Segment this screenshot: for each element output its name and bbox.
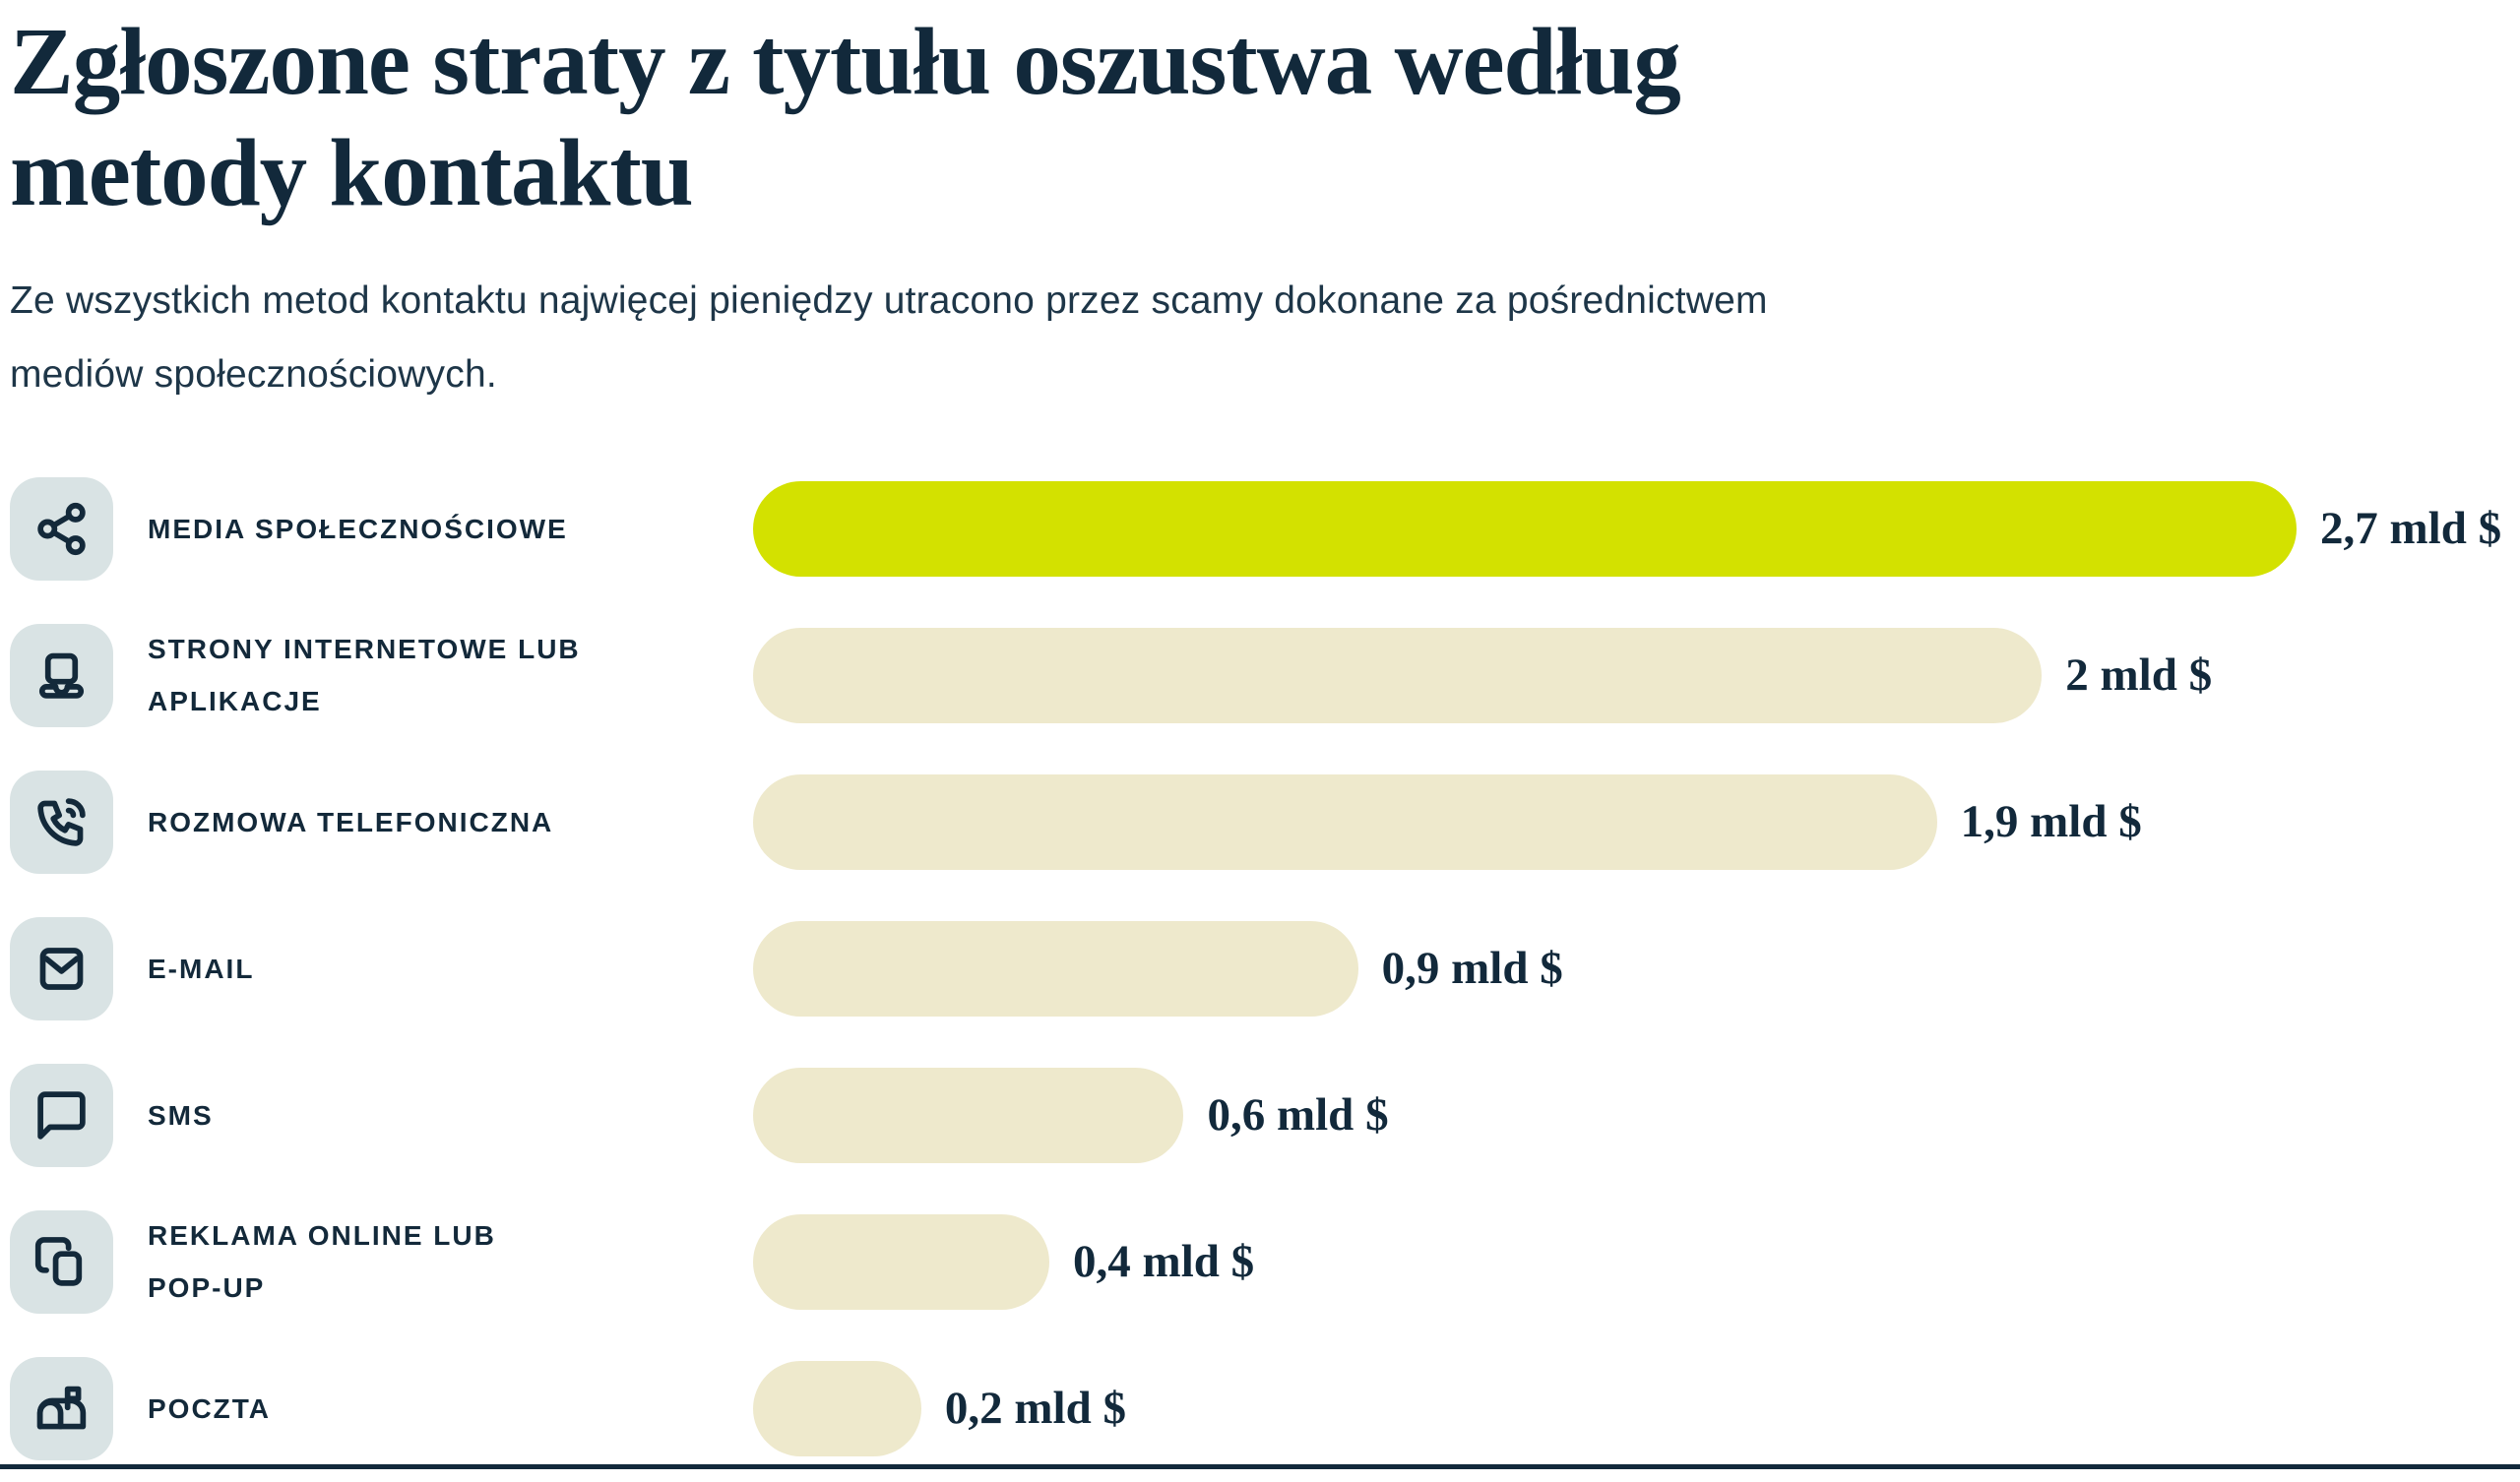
bar [753, 627, 2043, 723]
page-subtitle: Ze wszystkich metod kontaktu najwięcej p… [10, 278, 1768, 396]
category-label: STRONY INTERNETOWE LUB APLIKACJE [148, 634, 581, 717]
value-label: 2 mld $ [2065, 649, 2213, 702]
category-label: MEDIA SPOŁECZNOŚCIOWE [148, 513, 568, 544]
category-label: E-MAIL [148, 953, 255, 984]
bar [753, 1213, 1050, 1310]
bar [753, 480, 2297, 577]
sms-icon [10, 1063, 113, 1167]
chart-row: MEDIA SPOŁECZNOŚCIOWE 2,7 mld $ [10, 456, 2520, 602]
laptop-icon [10, 623, 113, 727]
category-label: SMS [148, 1099, 214, 1131]
copy-icon [10, 1209, 113, 1314]
phone-call-icon [10, 770, 113, 874]
value-label: 0,4 mld $ [1073, 1236, 1255, 1288]
value-label: 2,7 mld $ [2320, 503, 2502, 555]
chart-row: ROZMOWA TELEFONICZNA 1,9 mld $ [10, 749, 2520, 895]
bar [753, 1067, 1184, 1163]
contact-method-bar-chart: MEDIA SPOŁECZNOŚCIOWE 2,7 mld $ STRONY I… [10, 456, 2520, 1482]
category-label: ROZMOWA TELEFONICZNA [148, 806, 554, 837]
category-label: POCZTA [148, 1392, 272, 1424]
bar [753, 920, 1358, 1017]
value-label: 0,6 mld $ [1207, 1089, 1389, 1142]
category-label: REKLAMA ONLINE LUB POP-UP [148, 1220, 496, 1304]
chart-row: STRONY INTERNETOWE LUB APLIKACJE 2 mld $ [10, 602, 2520, 749]
value-label: 0,2 mld $ [944, 1383, 1127, 1435]
chart-row: POCZTA 0,2 mld $ [10, 1335, 2520, 1482]
chart-row: E-MAIL 0,9 mld $ [10, 895, 2520, 1042]
bar [753, 1360, 921, 1456]
page-title: Zgłoszone straty z tytułu oszustwa wedłu… [10, 9, 1681, 226]
value-label: 0,9 mld $ [1381, 943, 1563, 995]
bar [753, 773, 1937, 870]
chart-row: REKLAMA ONLINE LUB POP-UP 0,4 mld $ [10, 1189, 2520, 1335]
mail-icon [10, 916, 113, 1020]
share-icon [10, 476, 113, 581]
mailbox-icon [10, 1356, 113, 1460]
value-label: 1,9 mld $ [1960, 796, 2142, 848]
next-section-divider [0, 1464, 2520, 1469]
chart-row: SMS 0,6 mld $ [10, 1042, 2520, 1189]
